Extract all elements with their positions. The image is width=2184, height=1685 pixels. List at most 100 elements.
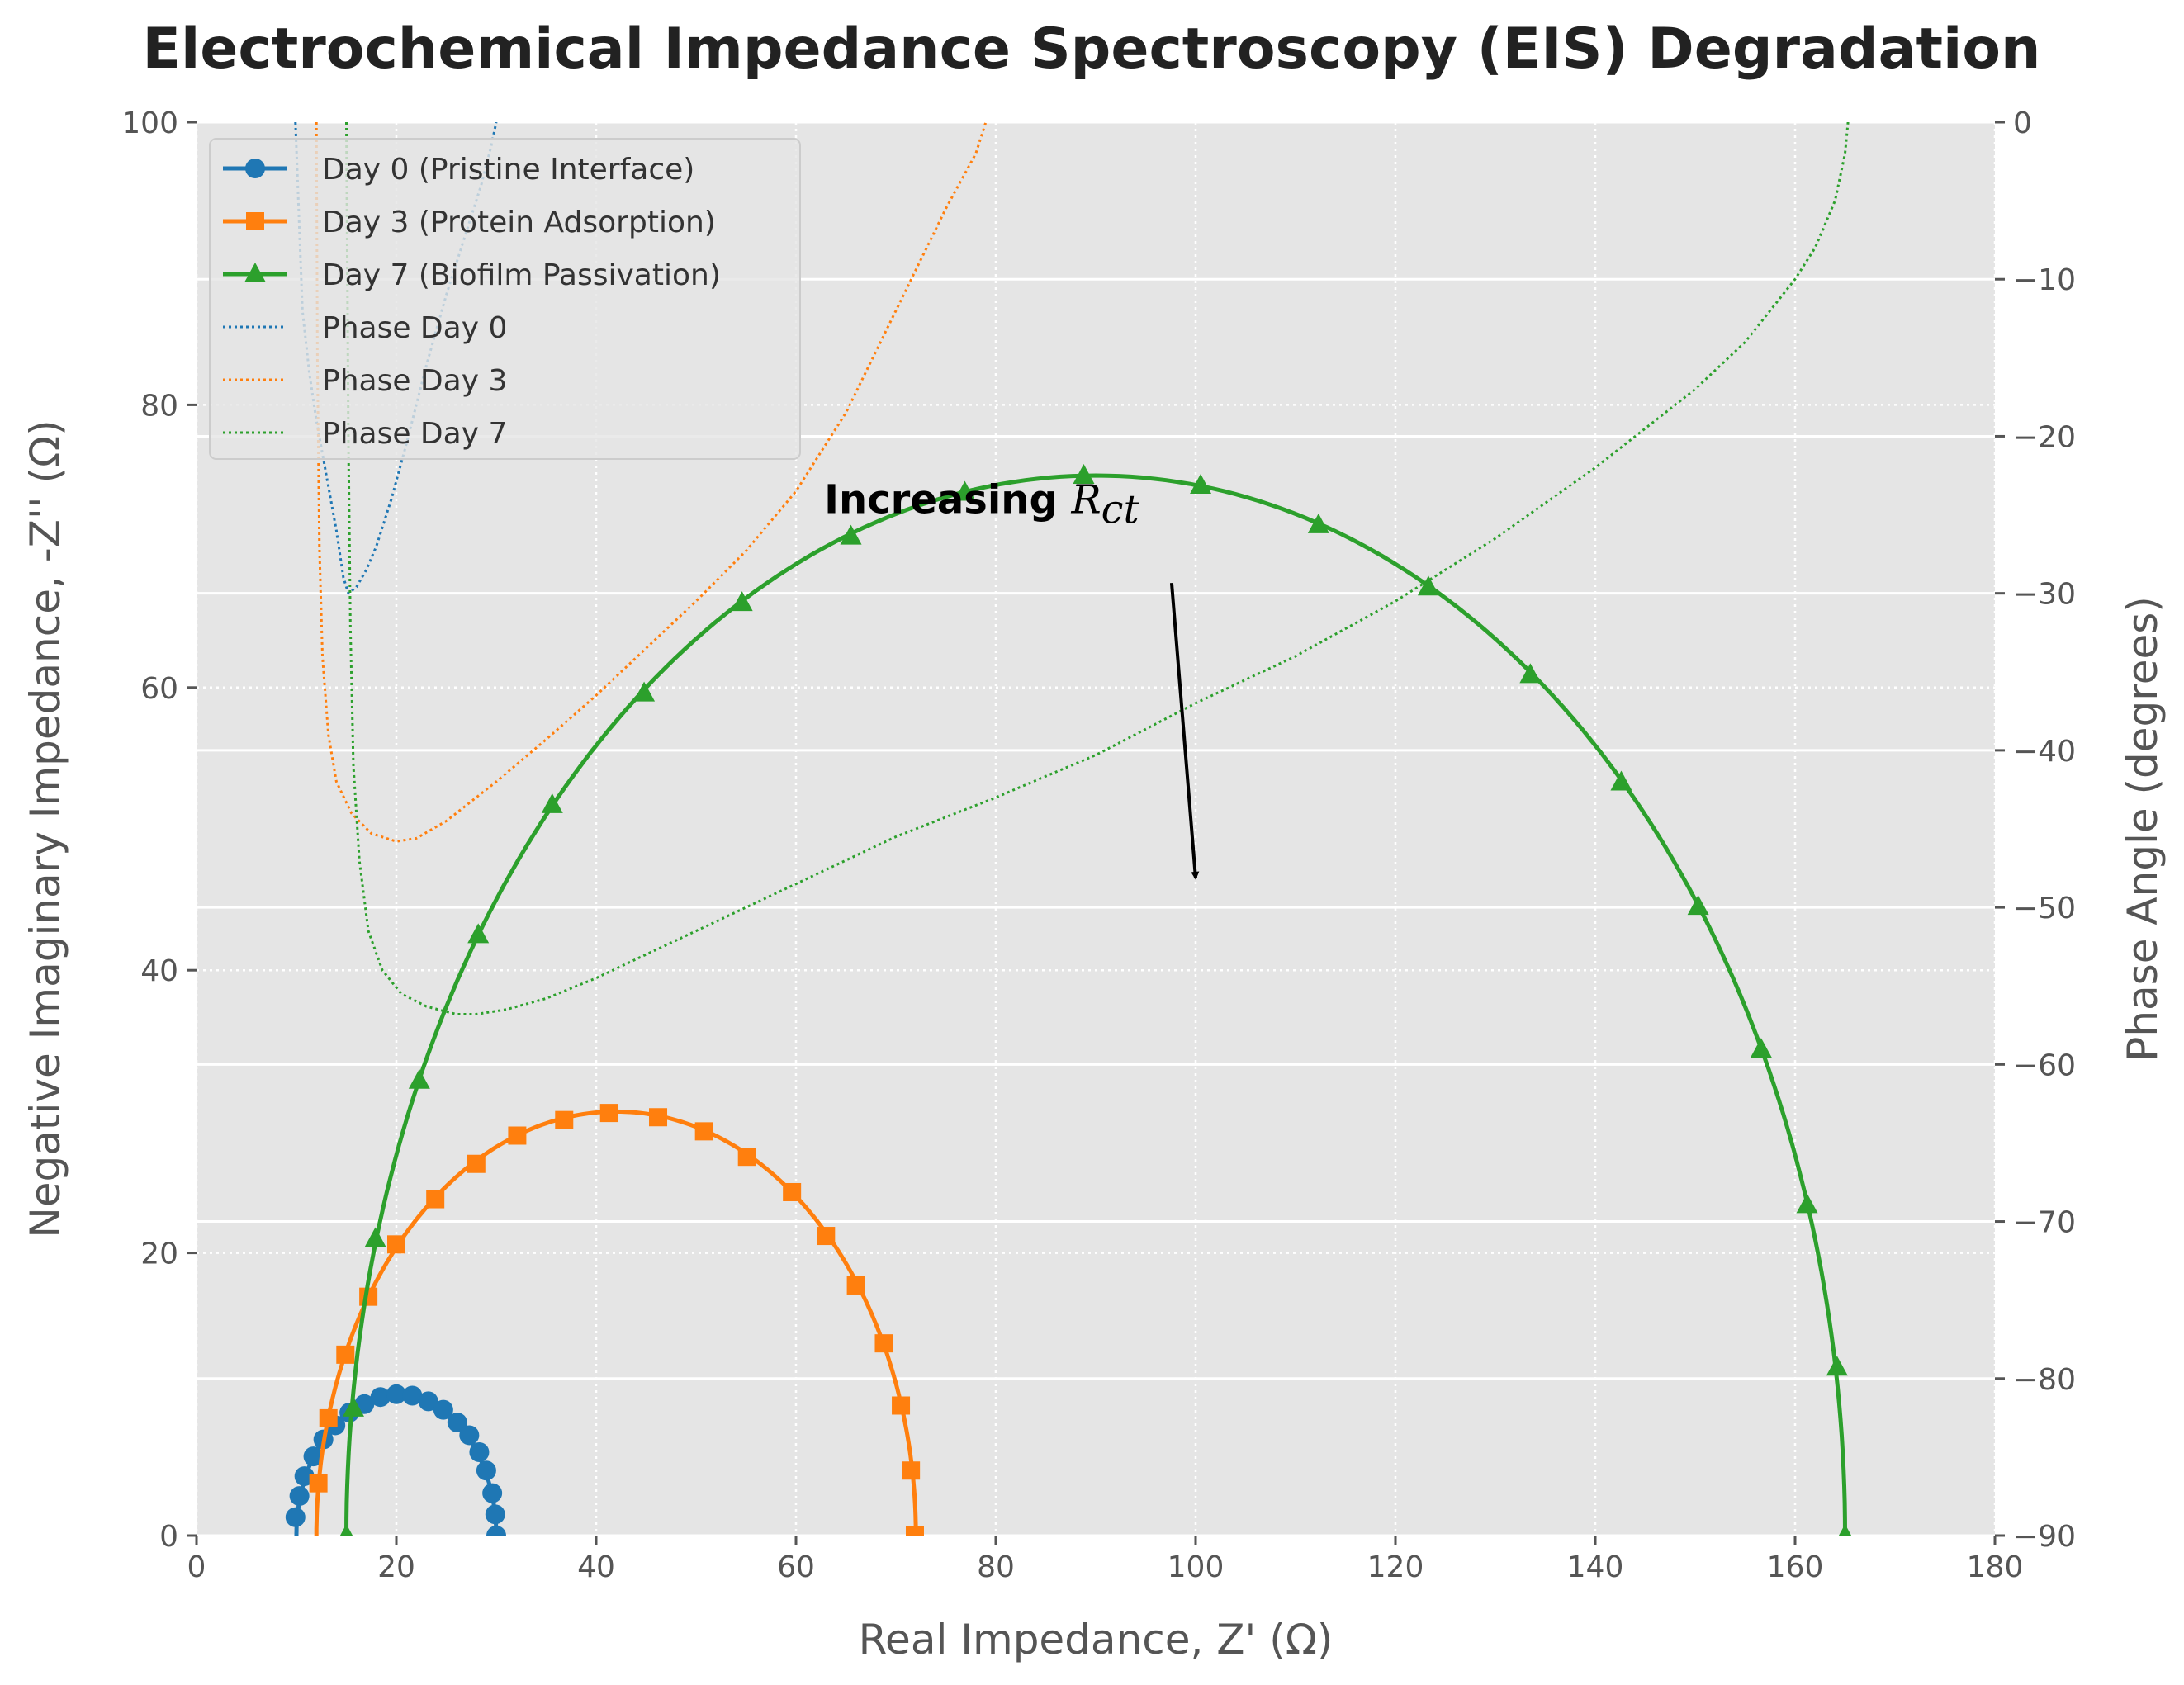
axes: 0 20 40 60 80 100 120 140 160 180 0 20 40 60 80 100 0 −10…	[121, 106, 2076, 1584]
series-0	[285, 1384, 506, 1536]
x-tick-label: 180	[1967, 1550, 2024, 1584]
legend-label: Phase Day 0	[322, 311, 507, 345]
y-tick-label: 20	[140, 1238, 178, 1271]
legend-entry-1: Day 3 (Protein Adsorption)	[223, 206, 716, 239]
x-tick-label: 0	[187, 1550, 206, 1584]
data-point-square	[467, 1154, 486, 1173]
data-point-triangle	[1826, 1356, 1848, 1376]
data-point-triangle	[408, 1068, 430, 1089]
data-point-square	[817, 1227, 836, 1246]
legend-label: Phase Day 7	[322, 417, 507, 451]
annotation-math: R	[1071, 477, 1101, 523]
annotation-label: Increasing	[824, 477, 1071, 523]
data-point-square	[694, 1122, 713, 1141]
data-point-triangle	[1073, 464, 1095, 484]
data-point-square	[508, 1126, 527, 1145]
data-point-circle	[285, 1507, 306, 1527]
data-point-triangle	[339, 1524, 353, 1536]
annotation-arrow	[1169, 582, 1200, 880]
data-point-square	[783, 1182, 802, 1201]
y2-tick-label: −50	[2013, 892, 2076, 925]
data-point-square	[336, 1345, 355, 1364]
data-point-triangle	[364, 1227, 386, 1247]
y-axis-label: Negative Imaginary Impedance, -Z'' (Ω)	[21, 419, 69, 1238]
phase-line	[315, 122, 988, 843]
data-point-triangle	[954, 480, 976, 501]
data-point-circle	[486, 1526, 506, 1536]
data-point-circle	[370, 1387, 391, 1408]
data-point-triangle	[342, 1396, 364, 1417]
legend-entry-3: Phase Day 0	[223, 311, 507, 345]
x-tick-label: 140	[1567, 1550, 1624, 1584]
data-point-square	[846, 1276, 865, 1295]
data-point-circle	[447, 1413, 467, 1433]
annotation-text: Increasing Rct	[824, 477, 1139, 533]
legend-label: Day 0 (Pristine Interface)	[322, 153, 694, 187]
data-point-triangle	[467, 923, 490, 944]
data-point-triangle	[1838, 1524, 1852, 1536]
y-tick-label: 0	[159, 1520, 178, 1554]
data-point-triangle	[1307, 513, 1329, 533]
legend-label: Day 7 (Biofilm Passivation)	[322, 258, 721, 292]
data-point-circle	[469, 1441, 490, 1462]
data-point-triangle	[840, 524, 862, 545]
series-1	[309, 1104, 924, 1536]
legend-box	[209, 138, 801, 460]
series-2	[339, 464, 1852, 1536]
legend: Day 0 (Pristine Interface) Day 3 (Protein…	[209, 138, 801, 460]
increasing-rct-annotation: Increasing Rct	[824, 477, 1200, 880]
y2-tick-label: −40	[2013, 735, 2076, 769]
data-point-triangle	[244, 263, 266, 282]
data-point-circle	[485, 1504, 505, 1525]
y2-tick-label: 0	[2013, 106, 2032, 140]
data-point-square	[649, 1108, 668, 1127]
data-point-square	[874, 1334, 893, 1353]
series-line	[344, 473, 1847, 1536]
data-point-triangle	[633, 681, 656, 702]
data-point-triangle	[1417, 575, 1439, 596]
x-axis-label: Real Impedance, Z' (Ω)	[859, 1616, 1334, 1664]
x-tick-label: 40	[577, 1550, 615, 1584]
data-point-square	[902, 1461, 921, 1480]
data-point-circle	[402, 1385, 423, 1406]
legend-entry-5: Phase Day 7	[223, 417, 507, 451]
data-point-circle	[476, 1460, 496, 1481]
data-point-triangle	[541, 793, 563, 813]
data-point-square	[737, 1148, 756, 1167]
y-tick-label: 40	[140, 954, 178, 988]
data-point-square	[426, 1190, 445, 1209]
data-point-square	[387, 1235, 405, 1254]
x-tick-label: 160	[1767, 1550, 1824, 1584]
chart-title: Electrochemical Impedance Spectroscopy (…	[143, 17, 2041, 82]
y2-tick-label: −60	[2013, 1048, 2076, 1082]
y2-tick-label: −90	[2013, 1520, 2076, 1554]
data-point-square	[892, 1396, 911, 1415]
series-4	[315, 122, 988, 843]
y2-tick-label: −70	[2013, 1206, 2076, 1240]
data-point-circle	[289, 1486, 310, 1507]
y2-tick-label: −80	[2013, 1363, 2076, 1397]
x-tick-label: 100	[1168, 1550, 1225, 1584]
legend-label: Phase Day 3	[322, 364, 507, 398]
data-point-square	[246, 212, 264, 230]
data-point-circle	[386, 1384, 406, 1404]
legend-entry-0: Day 0 (Pristine Interface)	[223, 153, 694, 187]
data-point-triangle	[1519, 663, 1542, 684]
data-point-circle	[433, 1399, 453, 1420]
data-point-square	[309, 1474, 328, 1493]
y-tick-label: 100	[121, 106, 178, 140]
x-tick-label: 60	[777, 1550, 815, 1584]
data-point-square	[555, 1110, 574, 1129]
data-point-circle	[245, 159, 265, 178]
data-point-square	[319, 1408, 338, 1427]
y2-axis-label: Phase Angle (degrees)	[2119, 596, 2167, 1062]
data-point-circle	[303, 1446, 324, 1467]
data-point-triangle	[1750, 1038, 1772, 1058]
y2-tick-label: −10	[2013, 263, 2076, 297]
y-tick-label: 60	[140, 672, 178, 706]
data-point-triangle	[1687, 895, 1709, 916]
data-point-circle	[482, 1483, 503, 1503]
y-tick-label: 80	[140, 389, 178, 423]
x-tick-label: 120	[1367, 1550, 1424, 1584]
